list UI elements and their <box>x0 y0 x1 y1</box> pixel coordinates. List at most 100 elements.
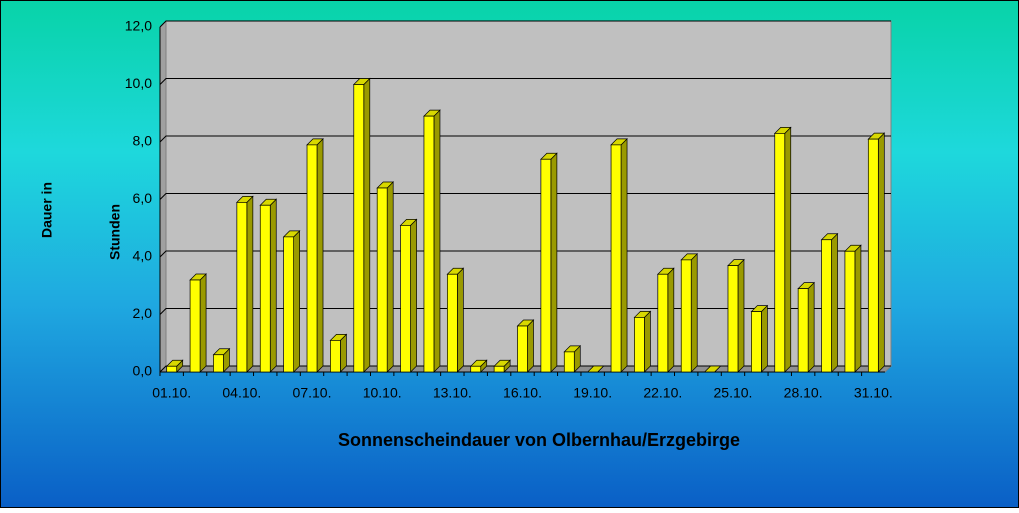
bar <box>189 273 207 373</box>
bar-face <box>737 258 745 373</box>
y-tick-label: 0,0 <box>133 363 153 379</box>
x-tick-label: 19.10. <box>573 385 612 401</box>
y-tick-label: 12,0 <box>125 18 152 34</box>
bar <box>423 109 441 373</box>
bar-face <box>199 273 207 373</box>
bar <box>727 258 745 373</box>
bar <box>610 138 628 373</box>
bar <box>282 230 301 373</box>
x-tick-label: 13.10. <box>433 385 472 401</box>
bar <box>703 365 722 373</box>
bar <box>633 310 652 373</box>
bar-face <box>386 181 394 373</box>
x-tick-label: 25.10. <box>714 385 753 401</box>
bar-face <box>680 259 692 373</box>
bar-face <box>340 333 347 373</box>
bar-face <box>634 317 645 373</box>
bar <box>797 281 815 373</box>
bar <box>165 359 184 373</box>
grid-line <box>159 250 891 258</box>
bar-face <box>797 288 809 373</box>
grid-line <box>159 20 891 28</box>
bar-face <box>433 109 441 373</box>
x-tick-label: 10.10. <box>363 385 402 401</box>
bar-face <box>854 244 862 373</box>
bar-face <box>246 195 254 373</box>
chart-title: Sonnenscheindauer von Olbernhau/Erzgebir… <box>338 430 740 450</box>
bar <box>516 319 535 373</box>
bar-face <box>493 365 505 373</box>
y-tick-label: 2,0 <box>133 305 153 321</box>
bar <box>773 126 792 373</box>
bar-face <box>236 202 248 373</box>
bar-face <box>456 267 464 373</box>
bar-face <box>283 236 294 373</box>
bar <box>540 152 558 373</box>
y-tick-label: 8,0 <box>133 133 153 149</box>
bar <box>820 232 839 373</box>
bar-face <box>563 351 575 373</box>
bar <box>656 267 675 373</box>
bar <box>563 345 582 373</box>
bar <box>750 304 769 373</box>
x-tick-label: 07.10. <box>293 385 332 401</box>
bar-face <box>470 365 482 373</box>
bar-face <box>540 158 552 373</box>
bar-face <box>784 126 792 373</box>
bar-face <box>821 239 832 373</box>
bar-face <box>610 144 622 373</box>
bar-face <box>166 365 178 373</box>
bar-face <box>620 138 628 373</box>
y-tick-label: 10,0 <box>125 75 152 91</box>
bar-face <box>269 198 277 373</box>
bar-face <box>761 304 768 373</box>
bar-face <box>831 232 838 373</box>
bar <box>493 359 511 373</box>
bar-face <box>517 325 528 373</box>
bar-face <box>550 152 558 373</box>
grid-line <box>159 193 891 200</box>
y-tick-label: 6,0 <box>133 190 153 206</box>
bar <box>844 244 862 373</box>
x-tick-label: 28.10. <box>784 385 823 401</box>
y-axis-label: Stunden <box>107 204 123 260</box>
bar-face <box>807 281 815 373</box>
bar <box>236 195 254 373</box>
bar <box>376 181 395 373</box>
bar-face <box>527 319 534 373</box>
bar-face <box>259 204 271 373</box>
bar <box>399 218 418 373</box>
bar-face <box>400 225 411 373</box>
bar <box>259 198 278 373</box>
x-tick-label: 22.10. <box>643 385 682 401</box>
y-axis-label: Dauer in <box>39 182 55 238</box>
bar-face <box>703 365 722 373</box>
bar <box>329 333 348 373</box>
bar <box>306 138 324 373</box>
bar-face <box>363 77 371 373</box>
bar-face <box>774 133 786 373</box>
bar <box>352 77 371 373</box>
bar-face <box>353 84 365 373</box>
bar-face <box>316 138 324 373</box>
bar-face <box>844 250 856 373</box>
bar <box>212 347 231 373</box>
bar-face <box>376 187 388 373</box>
x-tick-label: 16.10. <box>503 385 542 401</box>
y-tick-label: 4,0 <box>133 248 153 264</box>
x-tick-label: 01.10. <box>152 385 191 401</box>
bar-face <box>667 267 675 373</box>
bar <box>586 365 605 373</box>
bar-face <box>293 230 300 373</box>
bar <box>469 359 488 373</box>
bar-face <box>877 132 885 373</box>
grid-line <box>159 135 891 143</box>
bar-face <box>306 144 318 373</box>
bar-face <box>657 273 669 373</box>
bar-face <box>446 273 458 373</box>
bar-face <box>213 354 224 373</box>
grid-line <box>159 308 891 315</box>
bar-face <box>189 279 201 373</box>
bar-face <box>644 310 651 373</box>
